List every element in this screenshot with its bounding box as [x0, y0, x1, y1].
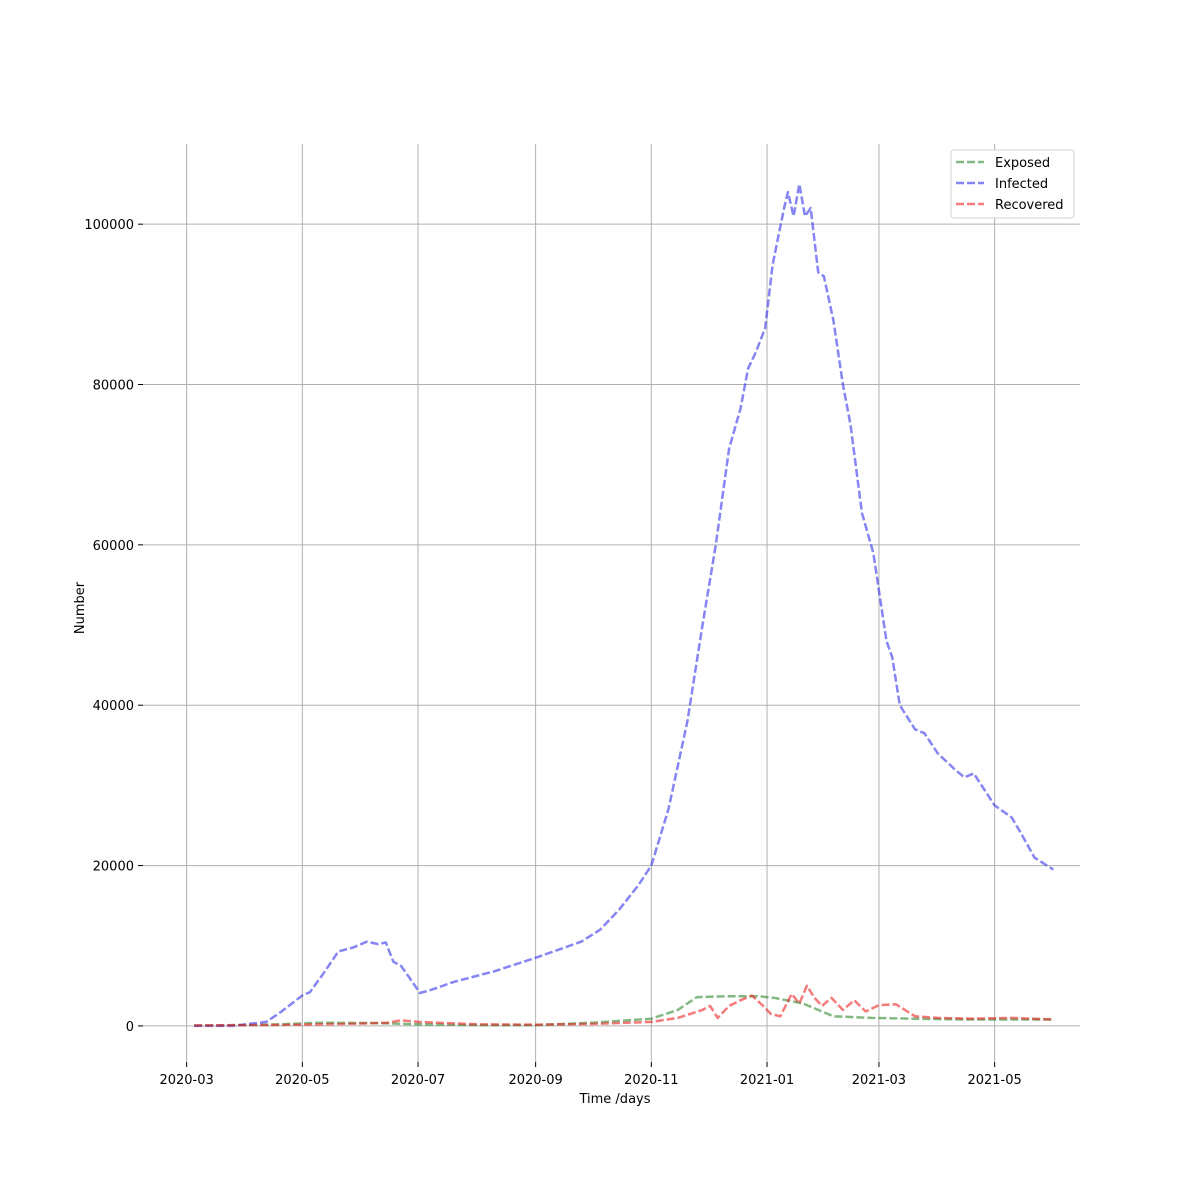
legend-box	[950, 149, 1075, 219]
x-tick-label: 2020-03	[159, 1073, 213, 1088]
series-line-exposed	[194, 995, 1054, 1027]
x-tick-label: 2020-07	[391, 1073, 445, 1088]
legend-label-infected: Infected	[995, 177, 1048, 192]
x-tick-label: 2021-01	[740, 1073, 794, 1088]
legend-label-exposed: Exposed	[995, 156, 1050, 171]
legend: Exposed Infected Recovered	[950, 149, 1075, 219]
series-line-infected	[194, 182, 1055, 1028]
y-tick-label: 20000	[93, 860, 134, 875]
y-axis-ticks: 0 20000 40000 60000 80000 100000	[84, 218, 143, 1035]
x-axis-title: Time /days	[578, 1092, 650, 1107]
y-tick-label: 60000	[93, 539, 134, 554]
x-axis-ticks: 2020-03 2020-05 2020-07 2020-09 2020-11 2021-…	[159, 1062, 1022, 1088]
y-tick-label: 100000	[84, 218, 134, 233]
x-tick-label: 2021-05	[967, 1073, 1021, 1088]
x-tick-label: 2020-09	[508, 1073, 562, 1088]
y-axis-title: Number	[73, 581, 88, 634]
x-tick-label: 2021-03	[852, 1073, 906, 1088]
y-tick-label: 40000	[93, 699, 134, 714]
series-layer	[194, 182, 1055, 1028]
series-line-recovered	[194, 984, 1054, 1027]
y-tick-label: 80000	[93, 379, 134, 394]
legend-label-recovered: Recovered	[995, 198, 1064, 213]
x-tick-label: 2020-11	[624, 1073, 678, 1088]
x-tick-label: 2020-05	[275, 1073, 329, 1088]
y-tick-label: 0	[126, 1020, 134, 1035]
grid-lines	[143, 144, 1080, 1062]
